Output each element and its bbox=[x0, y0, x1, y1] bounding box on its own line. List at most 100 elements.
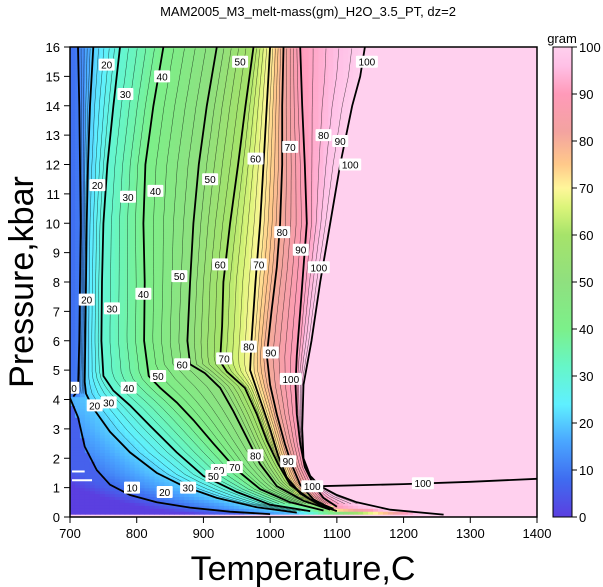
heat-cell bbox=[303, 502, 310, 506]
heat-cell bbox=[517, 502, 523, 506]
heat-cell bbox=[527, 514, 533, 517]
heat-cell bbox=[114, 505, 121, 509]
heat-cell bbox=[482, 508, 488, 512]
heat-cell bbox=[199, 484, 205, 489]
heat-cell bbox=[417, 514, 424, 517]
heat-cell bbox=[119, 499, 126, 503]
heat-cell bbox=[338, 502, 344, 506]
heat-cell bbox=[94, 508, 101, 512]
heat-cell bbox=[373, 484, 379, 489]
heat-cell bbox=[199, 499, 205, 503]
heat-cell bbox=[373, 496, 379, 500]
heat-cell bbox=[492, 502, 498, 506]
heat-cell bbox=[343, 487, 349, 492]
heat-cell bbox=[144, 484, 151, 489]
heat-cell bbox=[482, 496, 488, 500]
heat-cell bbox=[209, 490, 215, 495]
heat-cell bbox=[492, 487, 498, 492]
heat-cell bbox=[447, 508, 454, 512]
heat-cell bbox=[219, 505, 225, 509]
heat-cell bbox=[89, 505, 96, 509]
heat-cell bbox=[159, 514, 165, 517]
heat-cell bbox=[149, 511, 156, 515]
heat-cell bbox=[373, 487, 379, 492]
heat-cell bbox=[74, 511, 81, 515]
heat-cell bbox=[392, 490, 399, 495]
heat-cell bbox=[228, 502, 235, 506]
heat-cell bbox=[209, 511, 215, 515]
heat-cell bbox=[298, 514, 305, 517]
heat-cell bbox=[209, 514, 215, 517]
heat-cell bbox=[368, 490, 374, 495]
heat-cell bbox=[467, 505, 474, 509]
heat-cell bbox=[472, 502, 478, 506]
heat-cell bbox=[402, 487, 409, 492]
heat-cell bbox=[313, 511, 320, 515]
heat-cell bbox=[149, 484, 156, 489]
heat-cell bbox=[492, 496, 498, 500]
heat-cell bbox=[94, 496, 101, 500]
heat-cell bbox=[228, 514, 235, 517]
heat-cell bbox=[532, 487, 537, 492]
heat-cell bbox=[268, 484, 275, 489]
heat-cell bbox=[378, 508, 384, 512]
heat-cell bbox=[328, 487, 334, 492]
heat-cell bbox=[472, 490, 478, 495]
heat-cell bbox=[313, 502, 320, 506]
heat-cell bbox=[194, 508, 200, 512]
heat-cell bbox=[179, 508, 185, 512]
heat-cell bbox=[243, 514, 250, 517]
heat-cell bbox=[74, 493, 81, 498]
heat-cell bbox=[189, 493, 195, 498]
heat-cell bbox=[99, 496, 106, 500]
heat-cell bbox=[363, 493, 369, 498]
heat-cell bbox=[313, 514, 320, 517]
heat-cell bbox=[238, 484, 245, 489]
heat-cell bbox=[517, 493, 523, 498]
heat-cell bbox=[104, 508, 111, 512]
heat-cell bbox=[79, 505, 86, 509]
heat-cell bbox=[219, 493, 225, 498]
heat-cell bbox=[258, 493, 265, 498]
heat-cell bbox=[224, 487, 230, 492]
heat-cell bbox=[348, 511, 354, 515]
heat-cell bbox=[532, 505, 537, 509]
heat-cell bbox=[144, 514, 151, 517]
heat-cell bbox=[79, 490, 86, 495]
heat-cell bbox=[189, 496, 195, 500]
heat-cell bbox=[477, 502, 483, 506]
heat-cell bbox=[268, 496, 275, 500]
heat-cell bbox=[402, 496, 409, 500]
heat-cell bbox=[228, 505, 235, 509]
heat-cell bbox=[378, 511, 384, 515]
heat-cell bbox=[139, 511, 146, 515]
heat-cell bbox=[129, 499, 136, 503]
heat-cell bbox=[263, 511, 270, 515]
heat-cell bbox=[447, 493, 454, 498]
heat-cell bbox=[447, 484, 454, 489]
heat-cell bbox=[447, 487, 454, 492]
heat-cell bbox=[507, 493, 513, 498]
heat-cell bbox=[522, 508, 528, 512]
heat-cell bbox=[442, 487, 449, 492]
heat-cell bbox=[472, 511, 478, 515]
heat-cell bbox=[457, 502, 464, 506]
heat-cell bbox=[283, 496, 290, 500]
heat-cell bbox=[204, 496, 210, 500]
heat-cell bbox=[199, 493, 205, 498]
heat-cell bbox=[392, 496, 399, 500]
heat-cell bbox=[397, 496, 404, 500]
heat-cell bbox=[353, 514, 359, 517]
heat-cell bbox=[442, 505, 449, 509]
heat-cell bbox=[313, 505, 320, 509]
heat-cell bbox=[532, 502, 537, 506]
heat-cell bbox=[174, 499, 180, 503]
heat-cell bbox=[462, 484, 469, 489]
heat-cell bbox=[174, 493, 180, 498]
heat-cell bbox=[99, 484, 106, 489]
heat-cell bbox=[303, 511, 310, 515]
heat-cell bbox=[74, 484, 81, 489]
heat-cell bbox=[363, 490, 369, 495]
heat-cell bbox=[219, 490, 225, 495]
